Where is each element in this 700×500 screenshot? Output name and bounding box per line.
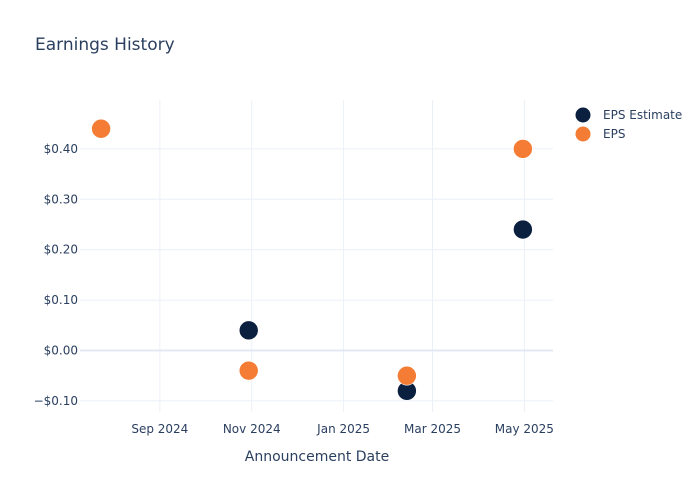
legend-marker (575, 126, 591, 142)
y-tick-label: −$0.10 (34, 394, 78, 408)
eps-estimate-point[interactable] (513, 219, 533, 240)
x-tick-label: Sep 2024 (131, 422, 188, 436)
eps-point[interactable] (91, 118, 111, 139)
legend-label: EPS Estimate (603, 108, 682, 122)
legend-label: EPS (603, 127, 625, 141)
x-axis-ticks: Sep 2024 Nov 2024 Jan 2025 Mar 2025 May 2025 (131, 422, 554, 436)
legend-marker (575, 107, 591, 123)
x-tick-label: Nov 2024 (223, 422, 281, 436)
eps-estimate-point[interactable] (238, 320, 259, 341)
y-axis-ticks: −$0.10 $0.00 $0.10 $0.20 $0.30 $0.40 (34, 142, 78, 408)
y-tick-label: $0.20 (44, 243, 78, 257)
x-axis-title: Announcement Date (245, 449, 389, 465)
x-tick-label: Jan 2025 (316, 422, 370, 436)
y-tick-label: $0.00 (44, 344, 78, 358)
chart-title: Earnings History (35, 35, 175, 55)
y-tick-label: $0.30 (44, 192, 78, 206)
grid-lines (80, 100, 553, 412)
data-points (91, 118, 533, 401)
eps-point[interactable] (513, 139, 533, 159)
legend-item[interactable]: EPS (575, 126, 626, 142)
y-tick-label: $0.10 (44, 293, 78, 307)
eps-point[interactable] (238, 360, 259, 381)
x-tick-label: May 2025 (495, 422, 554, 436)
eps-point[interactable] (397, 365, 417, 386)
y-tick-label: $0.40 (44, 142, 78, 156)
x-tick-label: Mar 2025 (404, 422, 461, 436)
legend: EPS Estimate EPS (575, 107, 683, 142)
legend-item[interactable]: EPS Estimate (575, 107, 683, 123)
